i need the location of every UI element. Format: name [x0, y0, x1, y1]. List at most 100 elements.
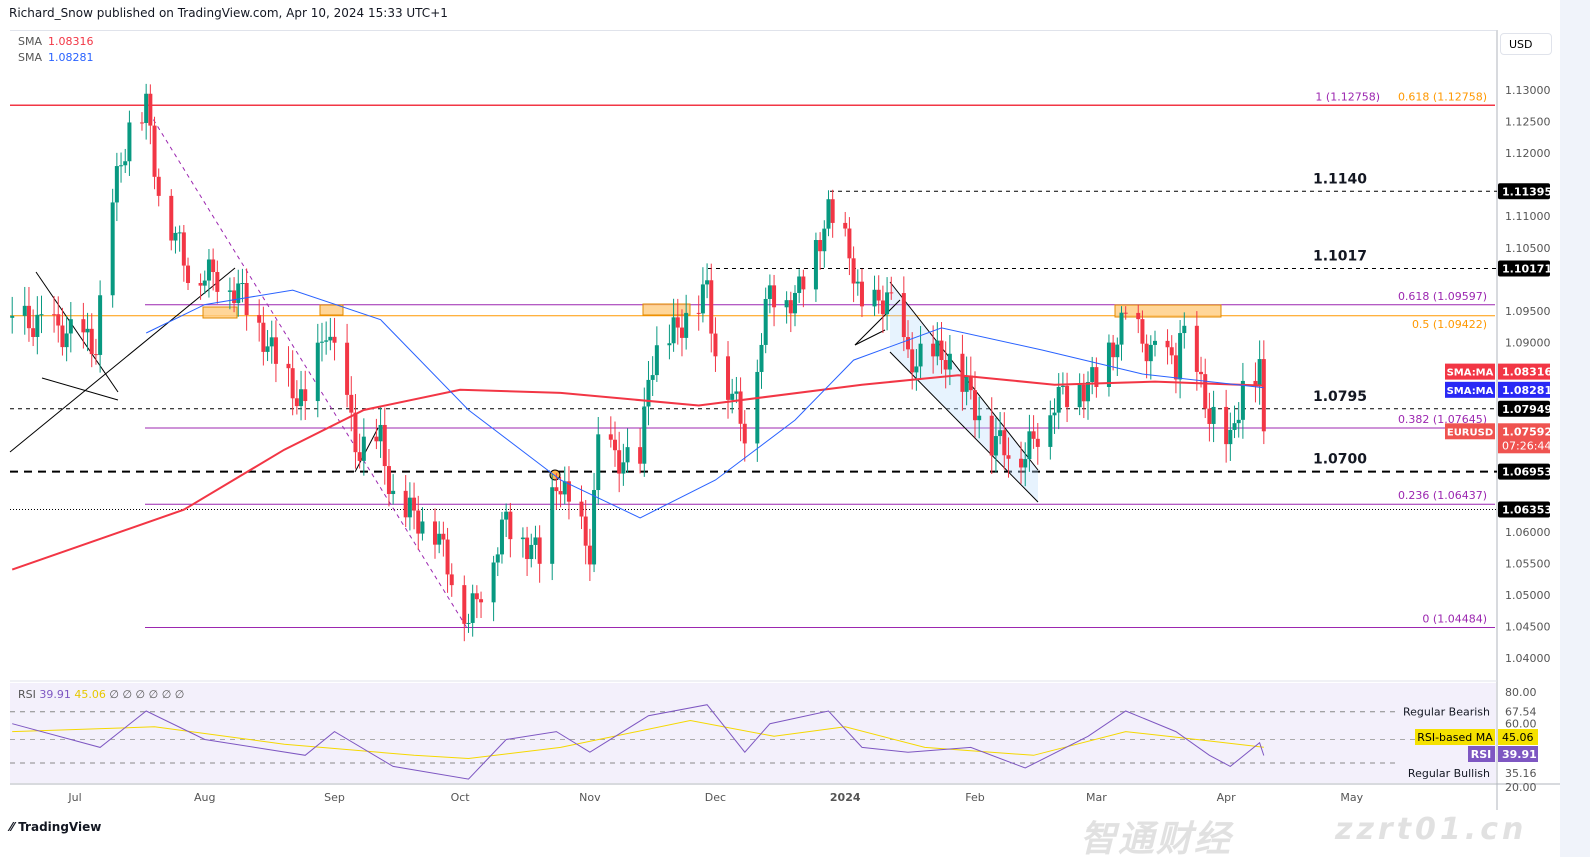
sma-50-tag-label: SMA:MA	[1447, 386, 1494, 397]
candle-body	[1165, 340, 1170, 348]
candle-body	[1019, 458, 1024, 468]
legend-sma-200[interactable]: SMA 1.08316	[18, 35, 94, 48]
candle-body	[269, 337, 274, 347]
candle-body	[889, 292, 894, 294]
candle-body	[1086, 382, 1091, 402]
candle-body	[144, 93, 149, 123]
rsi-value: 39.91	[39, 688, 71, 701]
candle-body	[1236, 419, 1241, 424]
candle-body	[491, 562, 496, 603]
legend-divider	[10, 30, 1496, 31]
watermark-url: zzrt01.cn	[1335, 812, 1528, 847]
level-label: 1.1140	[1313, 171, 1367, 187]
level-tag: 1.10171	[1502, 263, 1552, 276]
rsi-ma-tag-bg	[1415, 729, 1495, 745]
candle-body	[1152, 340, 1157, 345]
candle-body	[56, 314, 61, 326]
candle-body	[1056, 386, 1061, 413]
sma-200-tag-label: SMA:MA	[1447, 368, 1494, 379]
legend-sma-50[interactable]: SMA 1.08281	[18, 51, 94, 64]
candle-body	[1002, 430, 1007, 456]
candle-body	[332, 336, 337, 343]
rsi-extra: ∅ ∅ ∅ ∅ ∅ ∅	[109, 688, 185, 701]
candle-body	[642, 406, 647, 464]
fib-label: 0.382 (1.07645)	[1398, 413, 1487, 426]
candle-body	[1253, 380, 1258, 387]
candle-body	[1207, 408, 1212, 424]
eurusd-price-tag-countdown: 07:26:44	[1502, 439, 1551, 452]
candle-body	[202, 280, 207, 286]
trendline	[35, 271, 119, 393]
y-tick-label: 1.05000	[1505, 589, 1551, 602]
fib-label: 0.236 (1.06437)	[1398, 489, 1487, 502]
candle-body	[993, 436, 998, 456]
candle-body	[257, 314, 262, 323]
y-tick-label: 1.11000	[1505, 210, 1551, 223]
candle-body	[470, 593, 475, 623]
legend-value: 1.08281	[48, 51, 94, 64]
currency-button[interactable]: USD	[1500, 33, 1552, 55]
candle-body	[562, 481, 567, 495]
candle-body	[767, 285, 772, 299]
candle-body	[1257, 359, 1262, 387]
candle-body	[357, 452, 362, 461]
candle-body	[177, 232, 182, 234]
candle-body	[939, 340, 944, 361]
level-tag-bg	[1498, 501, 1550, 518]
candle-body	[784, 300, 789, 308]
candle-body	[374, 436, 379, 442]
candle-body	[466, 622, 471, 624]
trendline	[41, 377, 119, 401]
candle-body	[420, 521, 425, 534]
candle-body	[977, 415, 982, 421]
candle-body	[918, 343, 923, 367]
candle-body	[654, 345, 659, 376]
tradingview-logo[interactable]: ⁄⁄ TradingView	[10, 820, 101, 834]
y-tick-label: 1.09500	[1505, 305, 1551, 318]
candle-body	[1169, 347, 1174, 356]
candle-body	[529, 544, 534, 560]
candle-body	[621, 462, 626, 474]
level-tag-bg	[1498, 183, 1550, 200]
level-tag: 1.07949	[1502, 403, 1552, 416]
rsi-band-value: 67.54	[1505, 706, 1537, 719]
candle-body	[22, 305, 27, 316]
legend-label: SMA	[18, 51, 42, 64]
candle-body	[679, 327, 684, 338]
candle-body	[667, 343, 672, 346]
candle-body	[1035, 438, 1040, 447]
candle-body	[730, 393, 735, 400]
sma-200-tag-value: 1.08316	[1502, 366, 1552, 379]
sma-200-line	[11, 374, 1264, 571]
candle-body	[31, 328, 36, 337]
candle-body	[851, 258, 856, 284]
candle-body	[169, 195, 174, 241]
candle-body	[93, 354, 98, 356]
candle-body	[148, 93, 153, 126]
candle-body	[186, 265, 191, 283]
candle-body	[445, 539, 450, 575]
candle-body	[64, 333, 69, 348]
candle-body	[700, 284, 705, 314]
candle-body	[671, 317, 676, 344]
candle-body	[726, 356, 731, 400]
candle-body	[592, 490, 597, 565]
candle-body	[244, 283, 249, 315]
candle-body	[110, 202, 115, 296]
rsi-legend[interactable]: RSI 39.91 45.06 ∅ ∅ ∅ ∅ ∅ ∅	[18, 688, 184, 701]
rsi-band-label: Regular Bearish	[1403, 706, 1490, 719]
candle-body	[1115, 344, 1120, 358]
fib-label: 1 (1.12758)	[1315, 90, 1380, 103]
candle-body	[734, 391, 739, 394]
candle-body	[855, 281, 860, 284]
trendline	[9, 267, 236, 453]
candle-body	[1148, 344, 1153, 362]
candle-body	[650, 375, 655, 380]
candle-body	[319, 341, 324, 343]
candle-body	[772, 285, 777, 308]
candle-body	[1224, 406, 1229, 445]
eurusd-price-tag-label: EURUSD	[1447, 427, 1493, 438]
rsi-tag: RSI	[1471, 748, 1492, 761]
rsi-title: RSI	[18, 688, 36, 701]
